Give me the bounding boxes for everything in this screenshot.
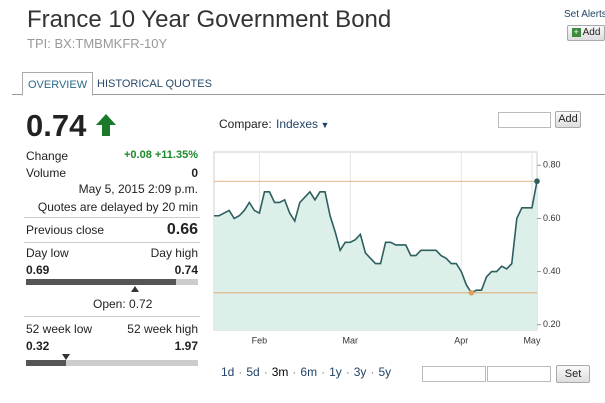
add-button[interactable]: + Add xyxy=(567,25,605,41)
tab-historical[interactable]: HISTORICAL QUOTES xyxy=(97,78,212,90)
range-selector: 1d · 5d · 3m · 6m · 1y · 3y · 5y xyxy=(221,365,391,379)
week-marker xyxy=(62,354,70,360)
change-label: Change xyxy=(26,149,69,163)
title: France 10 Year Government Bond xyxy=(27,6,392,33)
day-high: 0.74 xyxy=(174,263,198,277)
day-high-label: Day high xyxy=(150,246,198,260)
separator: · xyxy=(321,365,326,379)
separator: · xyxy=(345,365,350,379)
dropdown-label: Indexes xyxy=(276,117,319,131)
day-low: 0.69 xyxy=(26,263,50,277)
y-tick-label: 0.20 xyxy=(543,319,561,329)
timestamp: May 5, 2015 2:09 p.m. xyxy=(78,182,198,196)
compare-dropdown[interactable]: Indexes ▼ xyxy=(276,117,330,131)
end-date[interactable] xyxy=(487,366,551,382)
price: 0.74 xyxy=(26,108,87,143)
tab-overview[interactable]: OVERVIEW xyxy=(22,72,94,96)
prev-close-label: Previous close xyxy=(26,223,105,237)
compare-input[interactable] xyxy=(498,112,551,128)
add-label: Add xyxy=(582,27,601,38)
x-tick-label: May xyxy=(523,335,541,345)
separator: · xyxy=(370,365,375,379)
up-arrow xyxy=(96,114,116,136)
x-tick-label: Mar xyxy=(343,335,359,345)
compare-label: Compare: xyxy=(219,117,272,131)
change: +0.08 +11.35% xyxy=(123,149,198,161)
range-option[interactable]: 1d xyxy=(221,365,235,379)
prev-close: 0.66 xyxy=(166,221,198,238)
range-option[interactable]: 1y xyxy=(329,365,342,379)
high-marker xyxy=(534,178,540,185)
range-option[interactable]: 3m xyxy=(271,365,289,379)
range-option[interactable]: 5d xyxy=(246,365,260,379)
range-option[interactable]: 5y xyxy=(378,365,392,379)
week-low: 0.32 xyxy=(26,339,50,353)
week-high: 1.97 xyxy=(174,339,198,353)
x-tick-label: Apr xyxy=(454,335,468,345)
set-alerts[interactable]: Set Alerts xyxy=(564,9,605,20)
ticker: TPI: BX:TMBMKFR-10Y xyxy=(27,36,168,51)
volume-label: Volume xyxy=(26,166,67,180)
start-date[interactable] xyxy=(422,366,486,382)
y-tick-label: 0.60 xyxy=(543,213,561,223)
day-range-track xyxy=(26,279,198,285)
open: Open: 0.72 xyxy=(93,297,153,311)
y-tick-label: 0.80 xyxy=(543,160,561,170)
range-option[interactable]: 3y xyxy=(353,365,367,379)
range-option[interactable]: 6m xyxy=(300,365,318,379)
volume: 0 xyxy=(191,166,198,180)
week-high-label: 52 week high xyxy=(127,322,198,336)
separator: · xyxy=(292,365,297,379)
delay-note: Quotes are delayed by 20 min xyxy=(37,200,198,214)
day-low-label: Day low xyxy=(26,246,69,260)
y-tick-label: 0.40 xyxy=(543,266,561,276)
separator: · xyxy=(238,365,243,379)
week-range-track xyxy=(26,360,198,366)
week-low-label: 52 week low xyxy=(26,322,93,336)
set-button[interactable]: Set xyxy=(556,365,590,383)
line xyxy=(214,181,538,294)
open-marker xyxy=(131,286,139,292)
compare-add[interactable]: Add xyxy=(555,111,581,128)
separator: · xyxy=(263,365,268,379)
x-tick-label: Feb xyxy=(252,335,268,345)
low-marker xyxy=(468,290,475,296)
